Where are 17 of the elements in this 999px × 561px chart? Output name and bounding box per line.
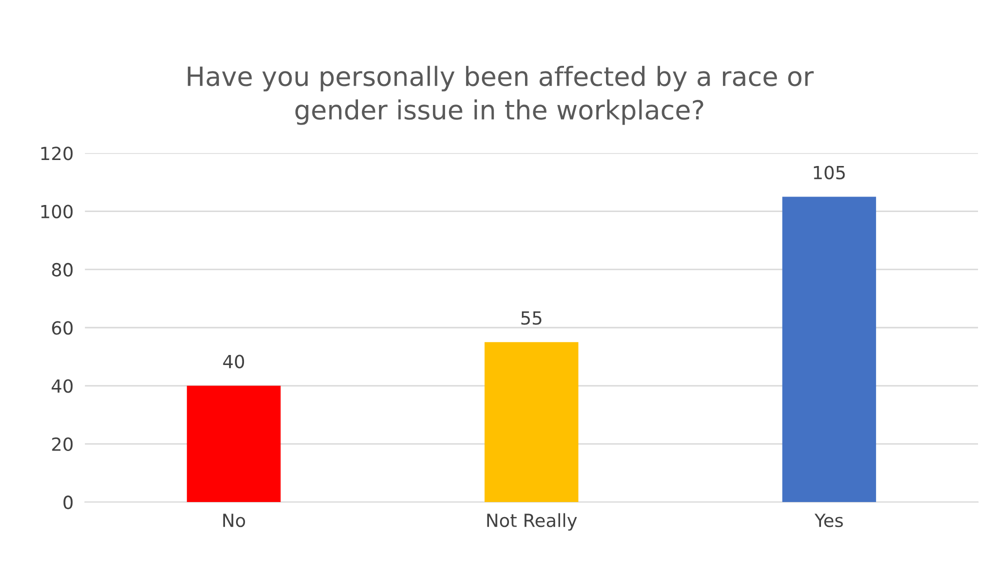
chart-title: Have you personally been affected by a race or gender issue in the workplace? <box>188 66 814 125</box>
x-tick-label: No <box>223 514 246 528</box>
y-tick-label: 40 <box>52 379 73 393</box>
y-tick-label: 80 <box>52 262 73 277</box>
y-tick-label: 20 <box>52 437 73 452</box>
y-tick-label: 0 <box>64 496 73 510</box>
x-tick-label: Not Really <box>487 513 577 531</box>
y-tick-label: 60 <box>52 321 73 335</box>
data-label: 105 <box>814 166 845 180</box>
y-tick-label: 120 <box>41 146 73 160</box>
bar <box>484 342 578 502</box>
data-label: 40 <box>223 354 244 368</box>
bar <box>186 386 281 502</box>
y-tick-label: 100 <box>41 204 73 218</box>
x-tick-label: Yes <box>814 514 843 528</box>
bar <box>782 196 876 502</box>
data-label: 55 <box>521 311 542 325</box>
